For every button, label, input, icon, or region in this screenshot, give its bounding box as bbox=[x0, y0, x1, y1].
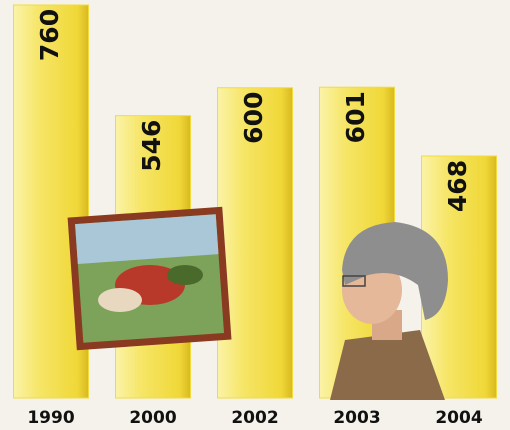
x-tick-label: 1990 bbox=[27, 408, 74, 428]
value-label: 601 bbox=[341, 91, 370, 143]
x-tick-label: 2002 bbox=[231, 408, 278, 428]
value-label: 546 bbox=[137, 120, 166, 172]
x-tick-label: 2004 bbox=[435, 408, 482, 428]
painting-illustration bbox=[68, 207, 232, 350]
value-label: 600 bbox=[239, 92, 268, 144]
x-tick-label: 2000 bbox=[129, 408, 176, 428]
value-label: 760 bbox=[35, 9, 64, 61]
chart: 760 1990 546 2000 600 2002 601 2003 468 2004 bbox=[0, 0, 510, 430]
value-label: 468 bbox=[443, 160, 472, 212]
x-tick-label: 2003 bbox=[333, 408, 380, 428]
